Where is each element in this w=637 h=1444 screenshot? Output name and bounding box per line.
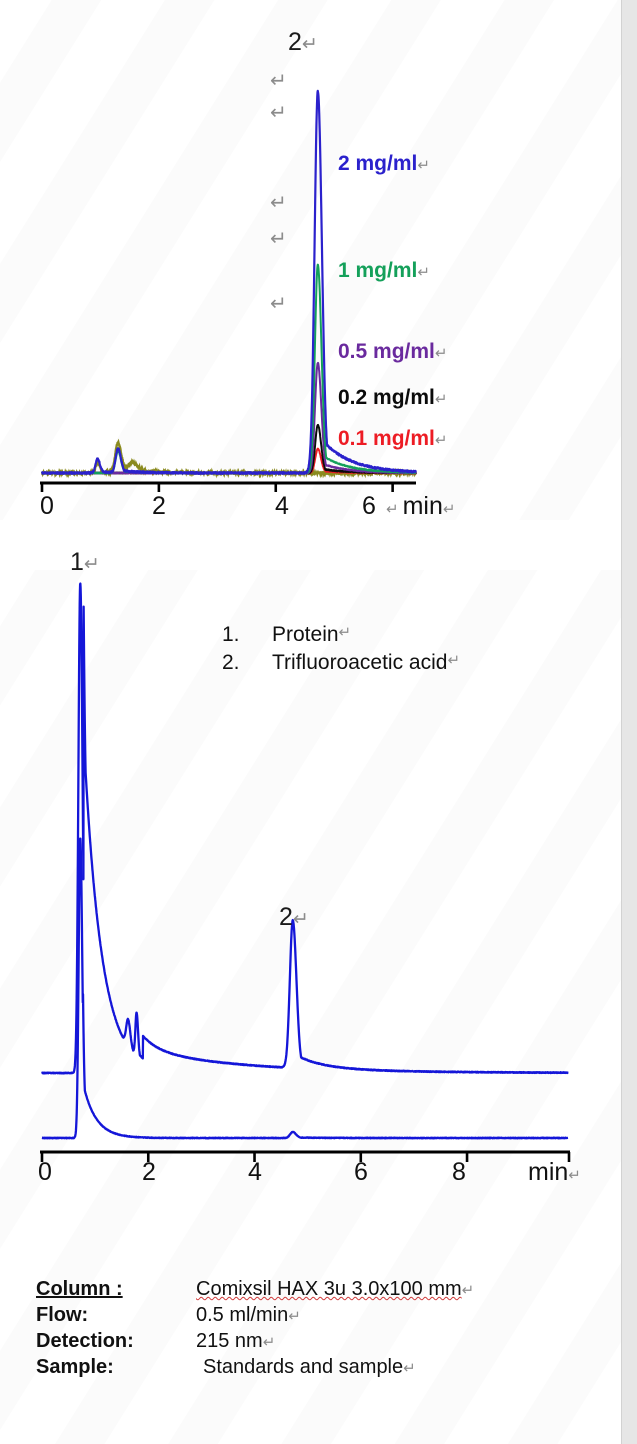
bottom-axis-tick-0: 0 xyxy=(38,1158,52,1186)
method-key: Flow: xyxy=(36,1304,89,1326)
top-axis-unit: ↵ min↵ xyxy=(386,492,456,520)
bottom-axis-tick-2: 2 xyxy=(142,1158,156,1186)
list-item: 1. Protein ↵ xyxy=(222,623,352,646)
legend-label: 0.2 mg/ml xyxy=(338,386,435,409)
sample-vs-blank-chromatogram: 1↵ 2↵ 1. Protein ↵ 2. Trifluoroacetic aci… xyxy=(0,520,621,1200)
legend-item-05mgml: 0.5 mg/ml↵ xyxy=(338,340,448,363)
top-axis-tick-0: 0 xyxy=(40,492,54,520)
bottom-axis-unit: min↵ xyxy=(528,1158,581,1186)
legend-item-02mgml: 0.2 mg/ml↵ xyxy=(338,386,448,409)
peak-identification-list: 1. Protein ↵ 2. Trifluoroacetic acid ↵ xyxy=(222,623,460,679)
overlay-calibration-chromatogram: 2↵ ↵ ↵ ↵ ↵ ↵ 2 mg/ml↵ 1 mg/ml↵ 0.5 mg/ml… xyxy=(0,0,621,530)
paragraph-mark-icon: ↵ xyxy=(270,70,287,92)
bottom-peak-label-2: 2↵ xyxy=(279,903,309,931)
peak-index: 1. xyxy=(222,623,240,646)
legend-label: 1 mg/ml xyxy=(338,259,418,282)
method-value: Comixsil HAX 3u 3.0x100 mm xyxy=(196,1278,462,1300)
legend-item-01mgml: 0.1 mg/ml↵ xyxy=(338,427,448,450)
method-parameters-table: Column : Comixsil HAX 3u 3.0x100 mm ↵ Flo… xyxy=(36,1278,474,1382)
top-axis-tick-4: 4 xyxy=(275,492,289,520)
method-key: Detection: xyxy=(36,1330,134,1352)
top-axis-tick-2: 2 xyxy=(152,492,166,520)
legend-label: 0.5 mg/ml xyxy=(338,340,435,363)
legend-item-2mgml: 2 mg/ml↵ xyxy=(338,152,430,175)
paragraph-mark-icon: ↵ xyxy=(270,228,287,250)
bottom-axis-tick-8: 8 xyxy=(452,1158,466,1186)
paragraph-mark-icon: ↵ xyxy=(270,293,287,315)
peak-index: 2. xyxy=(222,651,240,674)
table-row: Sample: Standards and sample ↵ xyxy=(36,1356,416,1378)
peak-name: Trifluoroacetic acid xyxy=(272,651,448,674)
bottom-axis-tick-4: 4 xyxy=(248,1158,262,1186)
table-row: Column : Comixsil HAX 3u 3.0x100 mm ↵ xyxy=(36,1278,475,1300)
overlay-chromatogram-plot xyxy=(40,89,418,492)
method-value: 0.5 ml/min xyxy=(196,1304,289,1326)
legend-label: 2 mg/ml xyxy=(338,152,418,175)
table-row: Detection: 215 nm ↵ xyxy=(36,1330,276,1352)
paragraph-mark-icon: ↵ xyxy=(270,102,287,124)
legend-item-1mgml: 1 mg/ml↵ xyxy=(338,259,430,282)
legend-label: 0.1 mg/ml xyxy=(338,427,435,450)
method-key: Column : xyxy=(36,1278,123,1300)
method-key: Sample: xyxy=(36,1356,114,1378)
paragraph-mark-icon: ↵ xyxy=(270,192,287,214)
bottom-axis-tick-6: 6 xyxy=(354,1158,368,1186)
table-row: Flow: 0.5 ml/min ↵ xyxy=(36,1304,301,1326)
page-right-margin xyxy=(621,0,637,1444)
top-peak-label-2: 2↵ xyxy=(288,28,318,56)
peak-name: Protein xyxy=(272,623,339,646)
method-value: 215 nm xyxy=(196,1330,263,1352)
document-page: 2↵ ↵ ↵ ↵ ↵ ↵ 2 mg/ml↵ 1 mg/ml↵ 0.5 mg/ml… xyxy=(0,0,621,1444)
sample-chromatogram-plot xyxy=(0,520,621,1162)
method-value: Standards and sample xyxy=(203,1356,404,1378)
bottom-peak-label-1: 1↵ xyxy=(70,548,100,576)
top-axis-tick-6: 6 xyxy=(362,492,376,520)
list-item: 2. Trifluoroacetic acid ↵ xyxy=(222,651,461,674)
